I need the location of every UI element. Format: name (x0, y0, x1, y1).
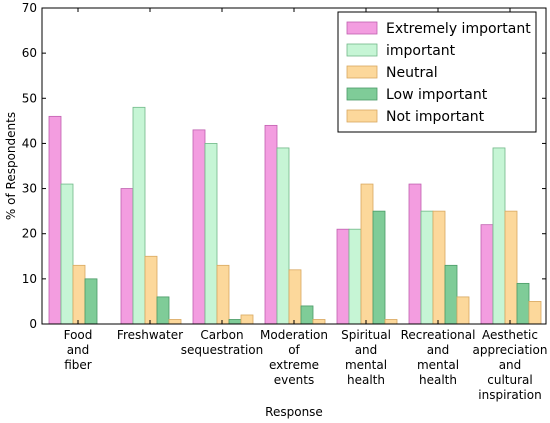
x-category-label-line: and (355, 343, 378, 357)
bar (48, 115, 62, 325)
bar (432, 210, 446, 325)
y-tick-label: 40 (22, 136, 37, 150)
y-tick-label: 70 (22, 1, 37, 15)
legend-swatch (346, 87, 378, 101)
x-category-label: Spiritual and mental health (341, 328, 391, 387)
y-tick-label: 0 (29, 317, 37, 331)
x-category-label-line: mental (345, 358, 387, 372)
bar (420, 210, 434, 325)
x-category-label-line: of (288, 343, 300, 357)
y-axis-title: % of Respondents (4, 112, 18, 220)
bar (264, 124, 278, 325)
x-category-label-line: health (419, 373, 457, 387)
x-category-label-line: and (67, 343, 90, 357)
legend-swatch (346, 65, 378, 79)
bar (228, 319, 242, 325)
bar (276, 147, 290, 325)
y-axis: 0 10 20 30 40 50 60 70 (22, 1, 546, 331)
x-axis-title: Response (265, 405, 323, 419)
bar (348, 228, 362, 325)
y-tick-label: 10 (22, 272, 37, 286)
y-tick-label: 20 (22, 227, 37, 241)
x-category-label-line: events (274, 373, 314, 387)
bar (144, 255, 158, 325)
legend-swatch (346, 43, 378, 57)
bar (408, 183, 422, 325)
x-category-label-line: appreciation (473, 343, 548, 357)
x-category-label-line: extreme (269, 358, 319, 372)
x-category-label-line: Food (64, 328, 93, 342)
bar (168, 319, 182, 325)
x-category-label-line: inspiration (478, 388, 541, 402)
x-category-label: Moderation of extreme events (260, 328, 328, 387)
legend-label: Low important (386, 87, 488, 103)
x-category-label-line: Freshwater (117, 328, 183, 342)
bar (204, 143, 218, 325)
bar (456, 296, 470, 325)
y-tick-label: 30 (22, 182, 37, 196)
bar (480, 224, 494, 325)
x-category-label-line: Aesthetic (482, 328, 538, 342)
bar (120, 188, 134, 325)
bar (288, 269, 302, 325)
bar (516, 282, 530, 325)
bar (72, 264, 86, 325)
bar (84, 278, 98, 325)
x-category-label-line: health (347, 373, 385, 387)
legend-label: important (386, 43, 456, 59)
bar (360, 183, 374, 325)
x-category-label-line: cultural (487, 373, 532, 387)
bar (300, 305, 314, 325)
x-category-label-line: Carbon (200, 328, 243, 342)
y-tick-label: 50 (22, 91, 37, 105)
x-category-label: Recreational and mental health (401, 328, 476, 387)
x-category-label-line: Spiritual (341, 328, 391, 342)
bar (384, 319, 398, 325)
x-category-label-line: sequestration (181, 343, 263, 357)
bar (336, 228, 350, 325)
bar (528, 301, 542, 325)
bar (444, 264, 458, 325)
bar (132, 106, 146, 325)
legend-label: Neutral (386, 65, 438, 81)
x-category-label-line: Moderation (260, 328, 328, 342)
bar (216, 264, 230, 325)
x-category-label: Freshwater (117, 328, 183, 342)
legend-label: Extremely important (386, 21, 531, 37)
x-category-label-line: mental (417, 358, 459, 372)
bar (492, 147, 506, 325)
legend-swatch (346, 109, 378, 123)
x-category-label-line: and (427, 343, 450, 357)
bar (192, 129, 206, 325)
bar (60, 183, 74, 325)
bar (156, 296, 170, 325)
x-category-label: Food and fiber (64, 328, 93, 372)
x-category-label: Carbon sequestration (181, 328, 263, 357)
y-tick-label: 60 (22, 46, 37, 60)
bars-layer (48, 106, 542, 325)
bar (504, 210, 518, 325)
bar (372, 210, 386, 325)
legend: Extremely important important Neutral Low i… (337, 11, 537, 133)
x-category-label-line: fiber (64, 358, 92, 372)
bar (240, 314, 254, 325)
legend-swatch (346, 21, 378, 35)
x-category-label: Aesthetic appreciation and cultural inspirat… (473, 328, 548, 402)
x-category-label-line: Recreational (401, 328, 476, 342)
legend-label: Not important (386, 109, 485, 125)
x-category-label-line: and (499, 358, 522, 372)
bar (312, 319, 326, 325)
